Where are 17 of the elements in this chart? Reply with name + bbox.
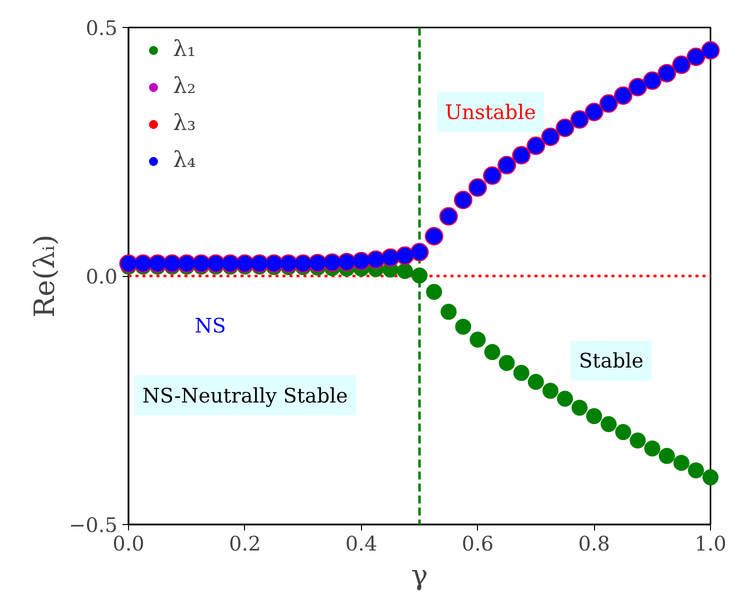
legend-label: λ₁	[173, 37, 196, 62]
x-tick-label: 0.8	[578, 532, 610, 556]
legend-label: λ₄	[173, 148, 196, 173]
legend-label: λ₂	[173, 74, 196, 99]
x-tick-label: 0.2	[228, 532, 261, 556]
annotation: Unstable	[444, 100, 536, 124]
annotation: NS	[194, 314, 226, 338]
y-axis-title: Re(λᵢ)	[28, 234, 61, 318]
annotation: Stable	[578, 348, 644, 372]
legend-label: λ₃	[173, 111, 196, 136]
x-axis-title: γ	[411, 558, 428, 592]
x-tick-label: 1.0	[694, 532, 726, 556]
y-tick-label: 0.0	[86, 264, 118, 288]
annotation: NS-Neutrally Stable	[142, 383, 348, 408]
y-tick-label: 0.5	[86, 16, 118, 40]
x-tick-label: 0.6	[462, 532, 494, 556]
x-tick-label: 0.4	[345, 532, 378, 556]
